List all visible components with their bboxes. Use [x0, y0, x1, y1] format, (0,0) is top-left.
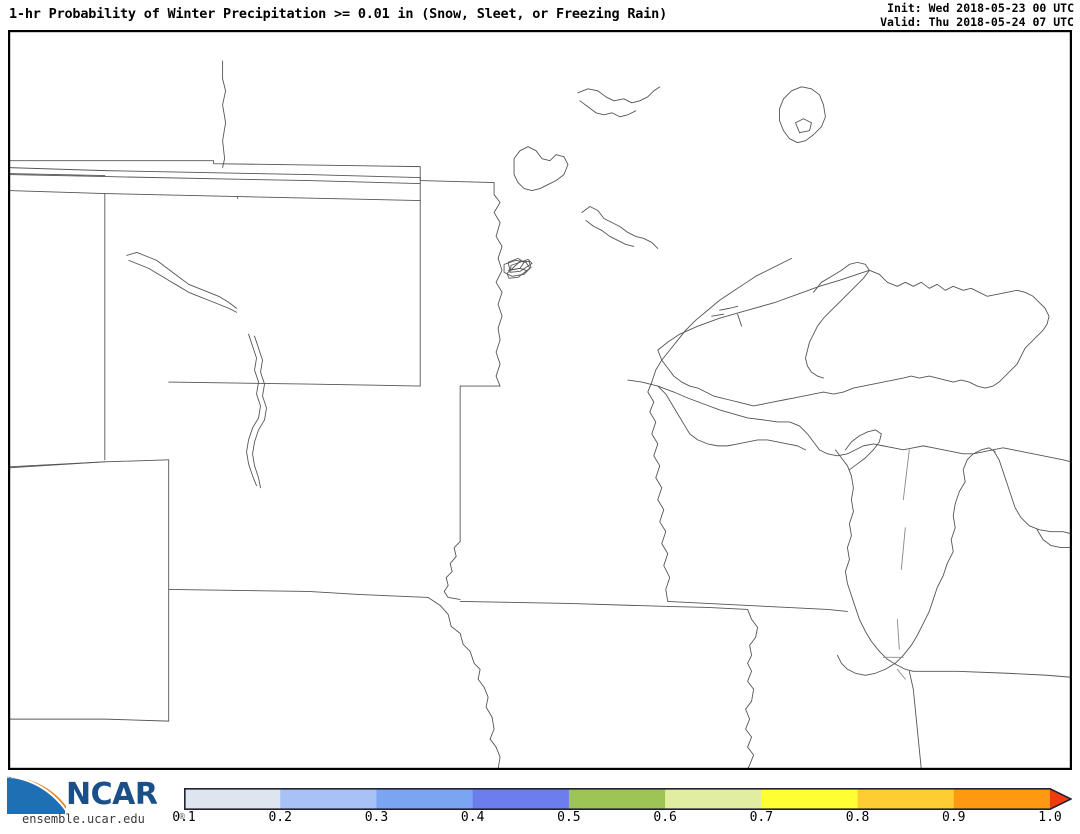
- forecast-time-block: Init: Wed 2018-05-23 00 UTC Valid: Thu 2…: [880, 1, 1074, 29]
- keweenaw-peninsula: [805, 261, 870, 379]
- north-dakota-south-border: [238, 380, 421, 383]
- lake-michigan-divider-b: [900, 527, 906, 570]
- colorbar-tick-label: 0.6: [653, 810, 677, 825]
- colorbar-extend-arrow-icon: [1050, 788, 1072, 810]
- rainy-lake-chain-lower: [579, 100, 637, 118]
- minnesota-west-border: [459, 182, 503, 387]
- canadian-lake-nipigon: [779, 86, 826, 144]
- colorbar-tick-label: 0.4: [460, 810, 485, 825]
- missouri-river-sd-lower: [128, 259, 238, 313]
- colorbar-tick-labels: 0.1 0.2 0.3 0.4 0.5 0.6 0.7 0.8 0.9 1.0: [172, 810, 1072, 830]
- figure-header: 1-hr Probability of Winter Precipitation…: [0, 0, 1080, 30]
- colorbar-tick-label: 1.0: [1038, 810, 1062, 825]
- saginaw-bay: [1036, 529, 1071, 549]
- colorbar: 0.1 0.2 0.3 0.4 0.5 0.6 0.7 0.8 0.9 1.0: [172, 788, 1072, 832]
- door-peninsula: [844, 429, 882, 471]
- lake-superior-interior-line-a: [711, 313, 725, 317]
- init-time-label: Init: Wed 2018-05-23 00 UTC: [887, 1, 1074, 15]
- iowa-east-mississippi: [745, 608, 759, 769]
- missouri-river-sd-south-b: [252, 335, 267, 489]
- colorbar-tick-label: 0.2: [268, 810, 292, 825]
- nd-sd-line: [168, 381, 421, 387]
- map-geography: [9, 31, 1071, 769]
- co-wy-border: [9, 461, 106, 468]
- colorbar-segment: [665, 788, 762, 810]
- colorbar-segment: [280, 788, 378, 810]
- colorbar-tick-label: 0.1: [172, 810, 196, 825]
- wyoming-north-border: [9, 190, 421, 201]
- sd-ne-border: [168, 589, 429, 598]
- red-lake: [503, 259, 531, 277]
- colorbar-tick-label: 0.5: [557, 810, 581, 825]
- lake-michigan-divider-e: [896, 668, 906, 680]
- colorbar-segment: [857, 788, 955, 810]
- colorbar-tick-label: 0.8: [845, 810, 870, 825]
- lake-superior-interior-line-b: [737, 313, 743, 327]
- ne-ks-border: [9, 718, 170, 722]
- tilted-oval-lake: [506, 260, 532, 279]
- canadian-lake-nipigon-island: [795, 118, 812, 134]
- small-elongated-lake: [509, 258, 533, 273]
- ncar-logo-mark-icon: [6, 776, 70, 818]
- boundary-waters-lakes-b: [585, 220, 635, 247]
- lake-of-the-woods: [513, 146, 569, 192]
- page-title: 1-hr Probability of Winter Precipitation…: [9, 6, 667, 22]
- ncar-logo: NCAR ensemble.ucar.edu ®: [4, 776, 186, 828]
- missouri-river-sd-south: [246, 333, 261, 487]
- lake-michigan-divider-c: [896, 618, 900, 650]
- missouri-river-border: [427, 597, 501, 769]
- sd-ia-northwest-river: [443, 541, 461, 600]
- mackinac-inlet: [966, 447, 996, 461]
- wy-mt-boundary: [9, 174, 421, 185]
- colorbar-segment: [761, 788, 859, 810]
- figure-footer: NCAR ensemble.ucar.edu ® 0.1 0.2 0.3 0.4 0.5…: [0, 770, 1080, 834]
- wyoming-south-border: [9, 459, 170, 469]
- mn-ia-border: [459, 601, 749, 610]
- lake-michigan-east-shore: [836, 459, 968, 676]
- wi-il-border: [667, 601, 848, 612]
- colorbar-segment: [376, 788, 474, 810]
- upper-peninsula-south-shore: [627, 379, 1071, 463]
- us-canada-border: [9, 160, 495, 184]
- small-lake-mn: [507, 257, 525, 271]
- wisconsin-mississippi-border: [647, 381, 671, 602]
- isle-royale: [719, 305, 739, 311]
- missouri-river-sd: [126, 251, 238, 309]
- state-border-mt-sd-nd-north: [9, 167, 421, 179]
- in-mi-border: [912, 670, 1071, 678]
- ncar-swoosh-icon: [7, 776, 66, 814]
- registered-trademark-icon: ®: [178, 812, 186, 821]
- wi-mi-up-border: [657, 385, 806, 451]
- lake-huron-west: [992, 449, 1071, 535]
- mn-wi-north-border: [651, 257, 792, 383]
- map-border: [9, 31, 1071, 769]
- colorbar-segment: [472, 788, 570, 810]
- colorbar-segment: [953, 788, 1051, 810]
- ncar-wordmark: NCAR: [66, 777, 158, 812]
- il-in-border: [908, 670, 922, 769]
- colorbar-tick-label: 0.9: [942, 810, 966, 825]
- colorbar-swatches: [184, 788, 1072, 810]
- map-panel: [8, 30, 1072, 770]
- lake-superior: [657, 269, 1050, 407]
- boundary-waters-lakes: [581, 206, 659, 249]
- colorbar-segment: [568, 788, 666, 810]
- ncar-url-label: ensemble.ucar.edu: [22, 812, 145, 826]
- map-vectors: [9, 60, 1071, 769]
- colorbar-tick-label: 0.3: [364, 810, 389, 825]
- idaho-montana-border: [222, 60, 227, 169]
- lake-michigan-west-shore: [834, 449, 914, 672]
- colorbar-segment: [184, 788, 281, 810]
- montana-wyoming-border: [9, 172, 1071, 191]
- montana-wyoming-line: [9, 173, 106, 177]
- colorbar-tick-label: 0.7: [749, 810, 774, 825]
- lake-michigan-divider-a: [902, 449, 910, 501]
- rainy-lake-chain: [577, 86, 661, 104]
- valid-time-label: Valid: Thu 2018-05-24 07 UTC: [880, 15, 1074, 29]
